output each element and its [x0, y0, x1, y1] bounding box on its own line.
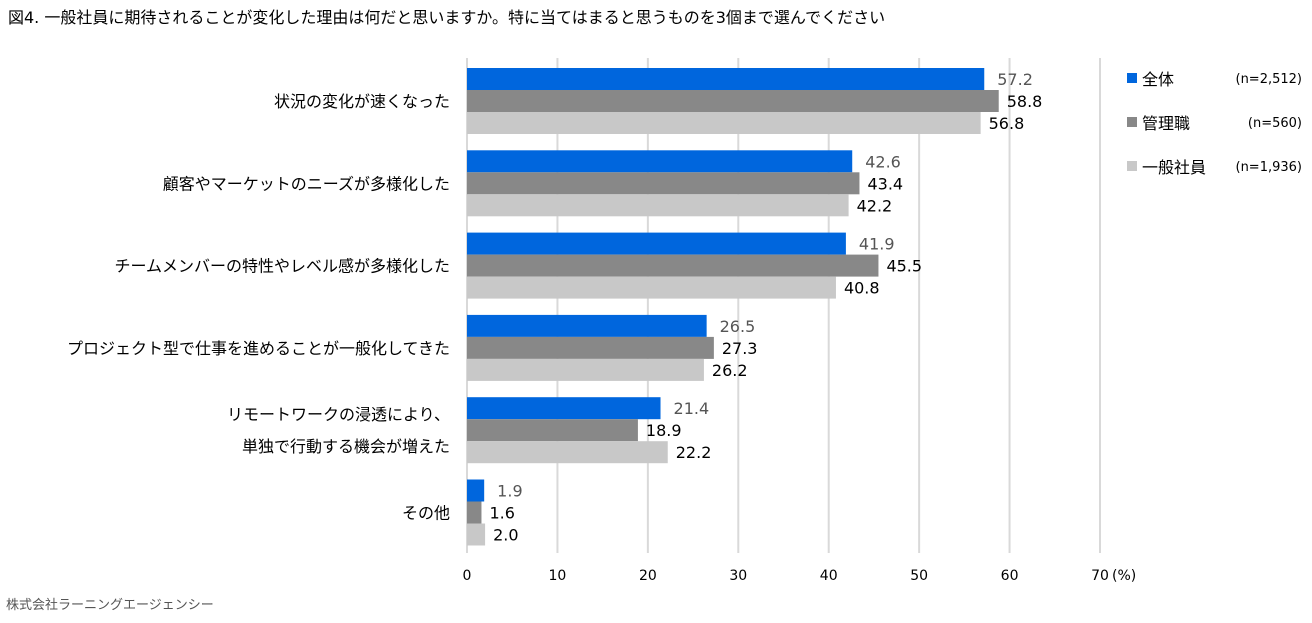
legend-label: 一般社員	[1142, 158, 1206, 177]
bar-全体	[467, 479, 485, 502]
bar-一般社員	[467, 441, 668, 464]
bar-管理職	[467, 501, 482, 524]
data-label: 26.2	[712, 361, 748, 380]
x-tick-label: 30	[729, 568, 747, 584]
category-label: 状況の変化が速くなった	[274, 92, 450, 111]
bar-一般社員	[467, 358, 704, 381]
bar-管理職	[467, 90, 999, 112]
data-label: 27.3	[722, 339, 758, 358]
x-tick-label: 50	[910, 568, 928, 584]
data-label: 41.9	[859, 235, 895, 254]
legend-n: (n=2,512)	[1236, 72, 1303, 87]
bar-一般社員	[467, 112, 981, 134]
data-label: 42.6	[865, 152, 901, 171]
category-label: リモートワークの浸透により、	[227, 405, 450, 424]
data-label: 21.4	[674, 399, 710, 418]
data-label: 57.2	[997, 70, 1033, 89]
data-label: 1.6	[489, 504, 514, 523]
bar-全体	[467, 68, 985, 90]
bar-管理職	[467, 254, 879, 277]
bars: 57.2 58.8 56.8 42.6 43.4 42.2 41.9 45.5 40.8 26.5…	[467, 68, 1042, 546]
category-label: 顧客やマーケットのニーズが多様化した	[163, 174, 450, 193]
legend-n: (n=1,936)	[1236, 160, 1303, 175]
data-label: 1.9	[497, 482, 522, 501]
legend-swatch	[1127, 161, 1137, 171]
data-label: 58.8	[1007, 92, 1043, 111]
x-tick-label: 40	[820, 568, 838, 584]
data-label: 40.8	[844, 279, 880, 298]
bar-管理職	[467, 336, 714, 359]
category-labels: 状況の変化が速くなった顧客やマーケットのニーズが多様化したチームメンバーの特性や…	[67, 92, 450, 523]
legend-swatch	[1127, 117, 1137, 127]
data-label: 56.8	[989, 114, 1025, 133]
legend-n: (n=560)	[1248, 116, 1302, 131]
category-label: プロジェクト型で仕事を進めることが一般化してきた	[67, 339, 450, 358]
category-label: チームメンバーの特性やレベル感が多様化した	[114, 257, 450, 276]
category-label: その他	[402, 504, 450, 523]
x-tick-label: 0	[463, 568, 472, 584]
bar-全体	[467, 397, 661, 420]
data-label: 2.0	[493, 526, 518, 545]
bar-管理職	[467, 419, 638, 442]
data-label: 18.9	[646, 421, 682, 440]
x-tick-label: 20	[639, 568, 657, 584]
chart-title: 図4. 一般社員に期待されることが変化した理由は何だと思いますか。特に当てはまる…	[8, 8, 885, 27]
data-label: 43.4	[867, 174, 903, 193]
source-credit: 株式会社ラーニングエージェンシー	[6, 597, 214, 613]
legend-label: 管理職	[1142, 114, 1190, 133]
bar-一般社員	[467, 276, 836, 299]
category-label: 単独で行動する機会が増えた	[242, 437, 450, 456]
data-label: 22.2	[676, 443, 712, 462]
bar-全体	[467, 150, 853, 173]
data-label: 26.5	[720, 317, 756, 336]
bar-全体	[467, 314, 707, 337]
gridlines	[466, 58, 1101, 553]
data-label: 42.2	[857, 196, 893, 215]
x-tick-label: 10	[549, 568, 567, 584]
x-tick-label: 70	[1091, 568, 1109, 584]
bar-一般社員	[467, 523, 486, 546]
legend-swatch	[1127, 73, 1137, 83]
legend: 全体 (n=2,512) 管理職 (n=560) 一般社員 (n=1,936)	[1127, 70, 1302, 177]
bar-一般社員	[467, 194, 849, 217]
x-tick-labels: 0 10 20 30 40 50 60 70 (%)	[463, 568, 1137, 584]
x-tick-label: 60	[1001, 568, 1019, 584]
data-label: 45.5	[886, 257, 922, 276]
bar-全体	[467, 232, 846, 255]
legend-label: 全体	[1142, 70, 1174, 89]
bar-管理職	[467, 172, 860, 195]
x-unit-label: (%)	[1112, 568, 1136, 584]
